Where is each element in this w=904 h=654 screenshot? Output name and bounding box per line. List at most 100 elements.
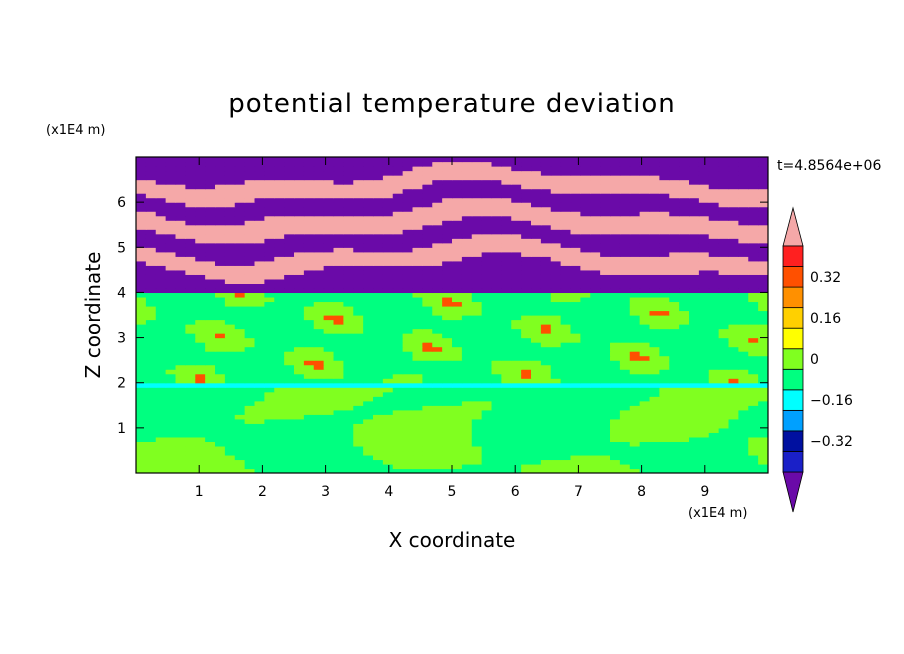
- field-cell: [452, 202, 463, 208]
- field-cell: [224, 450, 236, 456]
- field-cell: [461, 328, 473, 334]
- field-cell: [521, 378, 532, 384]
- field-cell: [264, 373, 275, 379]
- field-cell: [511, 233, 522, 239]
- field-cell: [639, 432, 651, 438]
- field-cell: [550, 175, 562, 181]
- field-cell: [629, 373, 641, 379]
- field-cell: [254, 337, 265, 343]
- field-cell: [758, 432, 768, 438]
- field-cell: [343, 260, 354, 266]
- field-cell: [738, 278, 749, 284]
- field-cell: [619, 175, 631, 181]
- field-cell: [165, 400, 177, 406]
- field-cell: [175, 391, 186, 397]
- field-cell: [600, 238, 611, 244]
- field-cell: [698, 441, 710, 447]
- field-cell: [422, 265, 433, 271]
- field-cell: [540, 260, 552, 266]
- field-cell: [353, 233, 364, 239]
- field-cell: [284, 179, 295, 185]
- field-cell: [313, 202, 325, 208]
- field-cell: [224, 251, 236, 257]
- field-cell: [531, 188, 542, 194]
- field-cell: [432, 260, 443, 266]
- field-cell: [698, 405, 710, 411]
- field-cell: [392, 396, 404, 402]
- field-cell: [728, 274, 739, 280]
- field-cell: [254, 184, 265, 190]
- field-cell: [224, 157, 236, 163]
- field-cell: [264, 220, 275, 226]
- field-cell: [689, 233, 700, 239]
- field-cell: [392, 278, 404, 284]
- field-cell: [284, 296, 295, 303]
- field-cell: [284, 233, 295, 239]
- field-cell: [343, 220, 354, 226]
- field-cell: [175, 161, 186, 167]
- field-cell: [758, 346, 768, 352]
- field-cell: [303, 328, 315, 334]
- field-cell: [679, 400, 690, 406]
- field-cell: [708, 166, 720, 172]
- field-cell: [669, 283, 680, 289]
- field-cell: [165, 405, 177, 411]
- field-cell: [254, 215, 265, 221]
- field-cell: [629, 459, 641, 465]
- field-cell: [323, 215, 335, 221]
- field-cell: [294, 432, 305, 438]
- field-cell: [333, 382, 344, 388]
- field-cell: [284, 170, 295, 176]
- field-cell: [303, 238, 315, 244]
- field-cell: [718, 445, 730, 452]
- field-cell: [313, 459, 325, 465]
- field-cell: [629, 346, 641, 352]
- field-cell: [224, 378, 236, 384]
- field-cell: [452, 432, 463, 438]
- field-cell: [481, 274, 493, 280]
- field-cell: [303, 211, 315, 217]
- field-cell: [501, 184, 512, 190]
- field-cell: [521, 400, 532, 406]
- field-cell: [758, 454, 768, 461]
- field-cell: [155, 427, 167, 433]
- field-cell: [234, 405, 246, 411]
- field-cell: [313, 175, 325, 181]
- field-cell: [195, 166, 206, 172]
- field-cell: [284, 468, 295, 473]
- field-cell: [254, 220, 265, 226]
- field-cell: [580, 211, 591, 217]
- field-cell: [145, 450, 157, 456]
- field-cell: [728, 310, 739, 316]
- field-cell: [215, 396, 226, 402]
- field-cell: [758, 224, 768, 230]
- field-cell: [452, 355, 463, 361]
- field-cell: [659, 193, 670, 199]
- field-cell: [343, 274, 354, 280]
- field-cell: [501, 175, 512, 181]
- field-cell: [698, 251, 710, 257]
- field-cell: [461, 161, 473, 167]
- field-cell: [145, 342, 157, 348]
- field-cell: [639, 328, 651, 334]
- field-cell: [491, 337, 502, 343]
- field-cell: [669, 360, 680, 366]
- field-cell: [639, 224, 651, 230]
- field-cell: [629, 269, 641, 275]
- field-cell: [284, 360, 295, 366]
- field-cell: [284, 197, 295, 203]
- field-cell: [145, 454, 157, 461]
- field-cell: [659, 296, 670, 303]
- field-cell: [254, 274, 265, 280]
- field-cell: [698, 260, 710, 266]
- field-cell: [224, 305, 236, 312]
- field-cell: [353, 445, 364, 452]
- field-cell: [215, 414, 226, 420]
- field-cell: [136, 251, 147, 257]
- chart-title: potential temperature deviation: [228, 89, 675, 119]
- field-cell: [294, 351, 305, 357]
- field-cell: [708, 256, 720, 262]
- field-cell: [531, 310, 542, 316]
- field-cell: [659, 161, 670, 167]
- field-cell: [619, 242, 631, 248]
